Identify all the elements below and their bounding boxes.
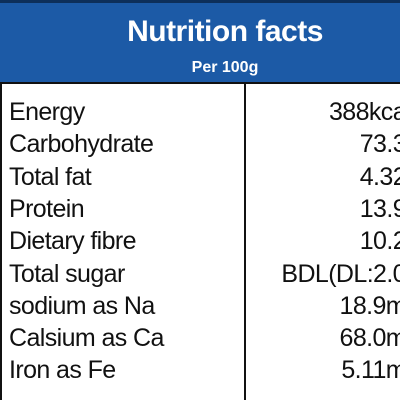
subtitle: Per 100g (191, 59, 259, 76)
column-divider (244, 82, 246, 400)
nutrient-value: 4.32 (359, 162, 400, 191)
nutrient-name: Total fat (9, 162, 92, 191)
nutrient-value: 388kca (328, 98, 400, 126)
nutrient-name: Iron as Fe (9, 356, 116, 385)
nutrient-value: 68.0m (339, 324, 400, 353)
table (0, 82, 400, 400)
nutrient-value: BDL(DL:2.0 (281, 259, 400, 288)
nutrient-value: 18.9m (339, 291, 400, 320)
title: Nutrition facts (127, 15, 323, 48)
nutrient-name: Total sugar (9, 259, 125, 288)
nutrient-value: 13.9 (359, 194, 400, 223)
nutrient-value: 73.3 (359, 130, 400, 159)
nutrient-name: Protein (9, 194, 85, 223)
nutrient-name: Dietary fibre (9, 227, 137, 256)
header: Nutrition facts Per 100g (0, 0, 400, 82)
nutrient-name: Calsium as Ca (9, 324, 164, 353)
nutrient-name: Energy (9, 98, 85, 126)
nutrient-name: Carbohydrate (9, 130, 154, 159)
nutrient-value: 5.11m (341, 356, 400, 385)
nutrient-name: sodium as Na (9, 291, 155, 320)
nutrient-value: 10.2 (359, 227, 400, 256)
